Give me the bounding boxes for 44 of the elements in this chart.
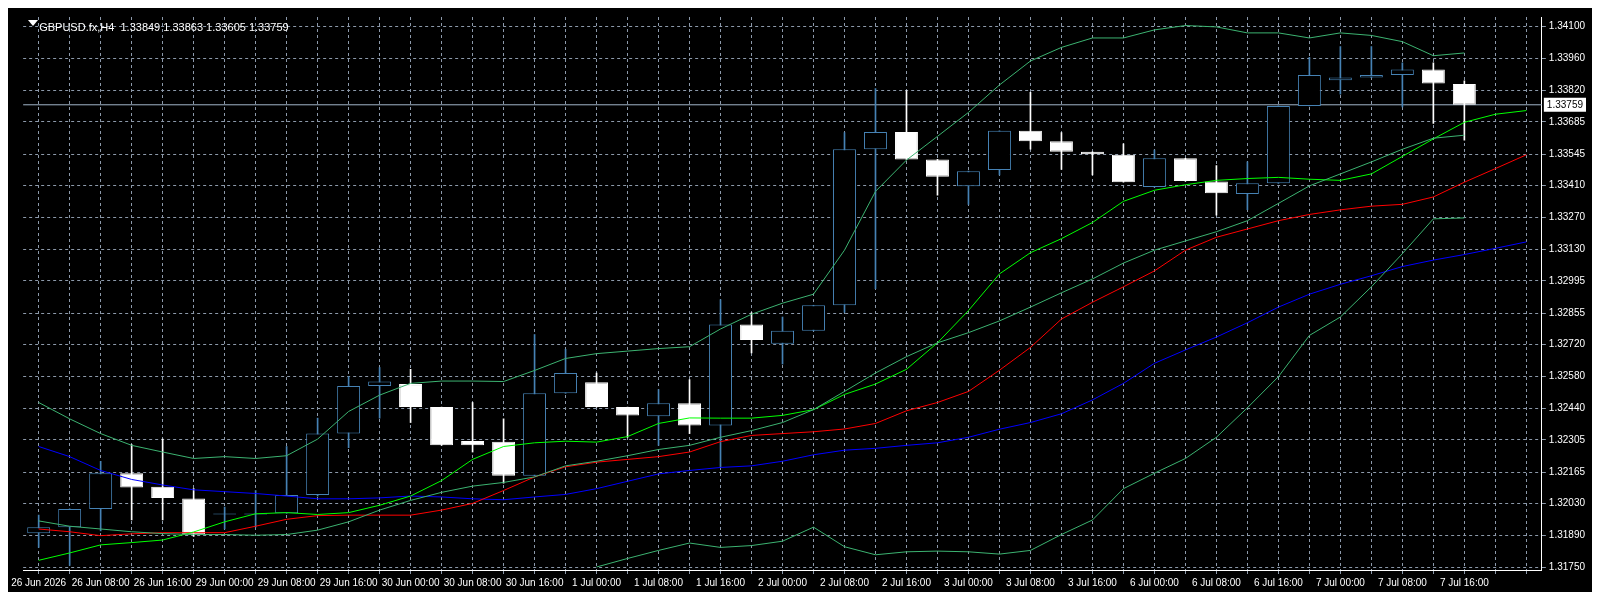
x-tick-label: 29 Jun 00:00 [195,576,254,588]
x-tick-label: 6 Jul 00:00 [1129,576,1180,588]
x-tick-label: 2 Jul 08:00 [820,576,870,588]
y-tick-label: 1.32580 [1548,370,1586,382]
y-tick-label: 1.32165 [1548,465,1586,477]
y-tick-label: 1.33545 [1548,147,1586,159]
y-tick-label: 1.33270 [1548,211,1586,223]
y-tick-label: 1.32720 [1548,337,1586,349]
x-tick-label: 7 Jul 16:00 [1439,576,1490,588]
chart-title: GBPUSD.fx,H4 1.33849 1.33863 1.33605 1.33759 [39,20,289,33]
x-tick-label: 1 Jul 00:00 [572,576,622,588]
x-tick-label: 7 Jul 08:00 [1377,576,1428,588]
x-tick-label: 30 Jun 08:00 [443,576,502,588]
y-tick-label: 1.33960 [1548,52,1586,64]
x-tick-label: 26 Jun 2026 [11,576,67,588]
y-tick-label: 1.33685 [1548,115,1586,127]
y-tick-label: 1.33410 [1548,178,1586,190]
x-tick-label: 1 Jul 08:00 [634,576,684,588]
y-tick-label: 1.31750 [1548,561,1586,573]
x-tick-label: 3 Jul 00:00 [944,576,994,588]
x-tick-label: 6 Jul 08:00 [1191,576,1242,588]
x-tick-label: 3 Jul 16:00 [1067,576,1118,588]
x-tick-label: 26 Jun 08:00 [71,576,131,588]
y-tick-label: 1.32440 [1548,402,1586,414]
x-tick-label: 29 Jun 08:00 [257,576,316,588]
x-tick-label: 2 Jul 00:00 [758,576,808,588]
x-tick-label: 30 Jun 16:00 [505,576,564,588]
y-tick-label: 1.33820 [1548,84,1586,96]
y-tick-label: 1.34100 [1548,19,1586,31]
x-tick-label: 2 Jul 16:00 [882,576,932,588]
y-tick-label: 1.32995 [1548,274,1586,286]
x-tick-label: 7 Jul 00:00 [1315,576,1366,588]
y-tick-label: 1.31890 [1548,529,1586,541]
x-tick-label: 30 Jun 00:00 [381,576,440,588]
x-tick-label: 26 Jun 16:00 [133,576,192,588]
x-tick-label: 1 Jul 16:00 [696,576,746,588]
y-tick-label: 1.33130 [1548,243,1586,255]
y-tick-label: 1.32030 [1548,496,1586,508]
x-tick-label: 3 Jul 08:00 [1005,576,1056,588]
ref-line-label: 1.33759 [1546,98,1584,110]
x-tick-label: 29 Jun 16:00 [319,576,378,588]
y-tick-label: 1.32305 [1548,433,1586,445]
x-tick-label: 6 Jul 16:00 [1253,576,1304,588]
y-tick-label: 1.32855 [1548,306,1586,318]
